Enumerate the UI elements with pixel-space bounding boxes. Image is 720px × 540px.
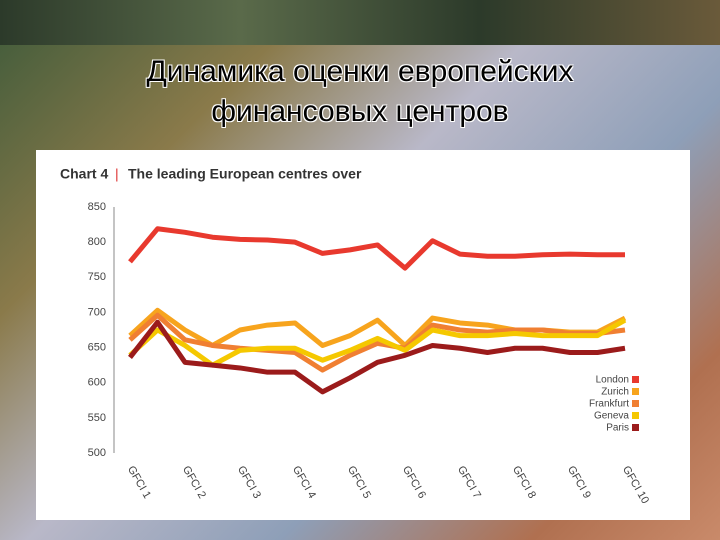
background-band <box>0 0 720 45</box>
y-tick-label: 650 <box>88 341 106 353</box>
legend-swatch <box>632 412 639 419</box>
line <box>128 319 626 395</box>
separator: | <box>115 166 119 182</box>
chart-title: The leading European centres over <box>128 166 362 182</box>
y-tick-label: 550 <box>88 412 106 424</box>
y-tick-label: 700 <box>88 306 106 318</box>
legend-swatch <box>632 388 639 395</box>
line <box>128 312 626 373</box>
legend-swatch <box>632 400 639 407</box>
slide-title: Динамика оценки европейских <box>146 55 574 88</box>
legend-label: Geneva <box>594 411 629 422</box>
line <box>128 226 625 271</box>
legend-label: Zurich <box>601 387 629 398</box>
legend-label: Frankfurt <box>589 399 629 410</box>
legend-label: Paris <box>606 423 629 434</box>
y-tick-label: 850 <box>88 201 106 213</box>
legend-swatch <box>632 424 639 431</box>
chart: Chart 4 | The leading European centres o… <box>36 150 690 520</box>
chart-label: Chart 4 <box>60 166 108 182</box>
y-tick-label: 500 <box>88 447 106 459</box>
y-tick-label: 750 <box>88 271 106 283</box>
legend-swatch <box>632 376 639 383</box>
legend-label: London <box>596 375 629 386</box>
y-tick-label: 600 <box>88 377 106 389</box>
y-tick-label: 800 <box>88 236 106 248</box>
slide-title: финансовых центров <box>211 95 509 128</box>
